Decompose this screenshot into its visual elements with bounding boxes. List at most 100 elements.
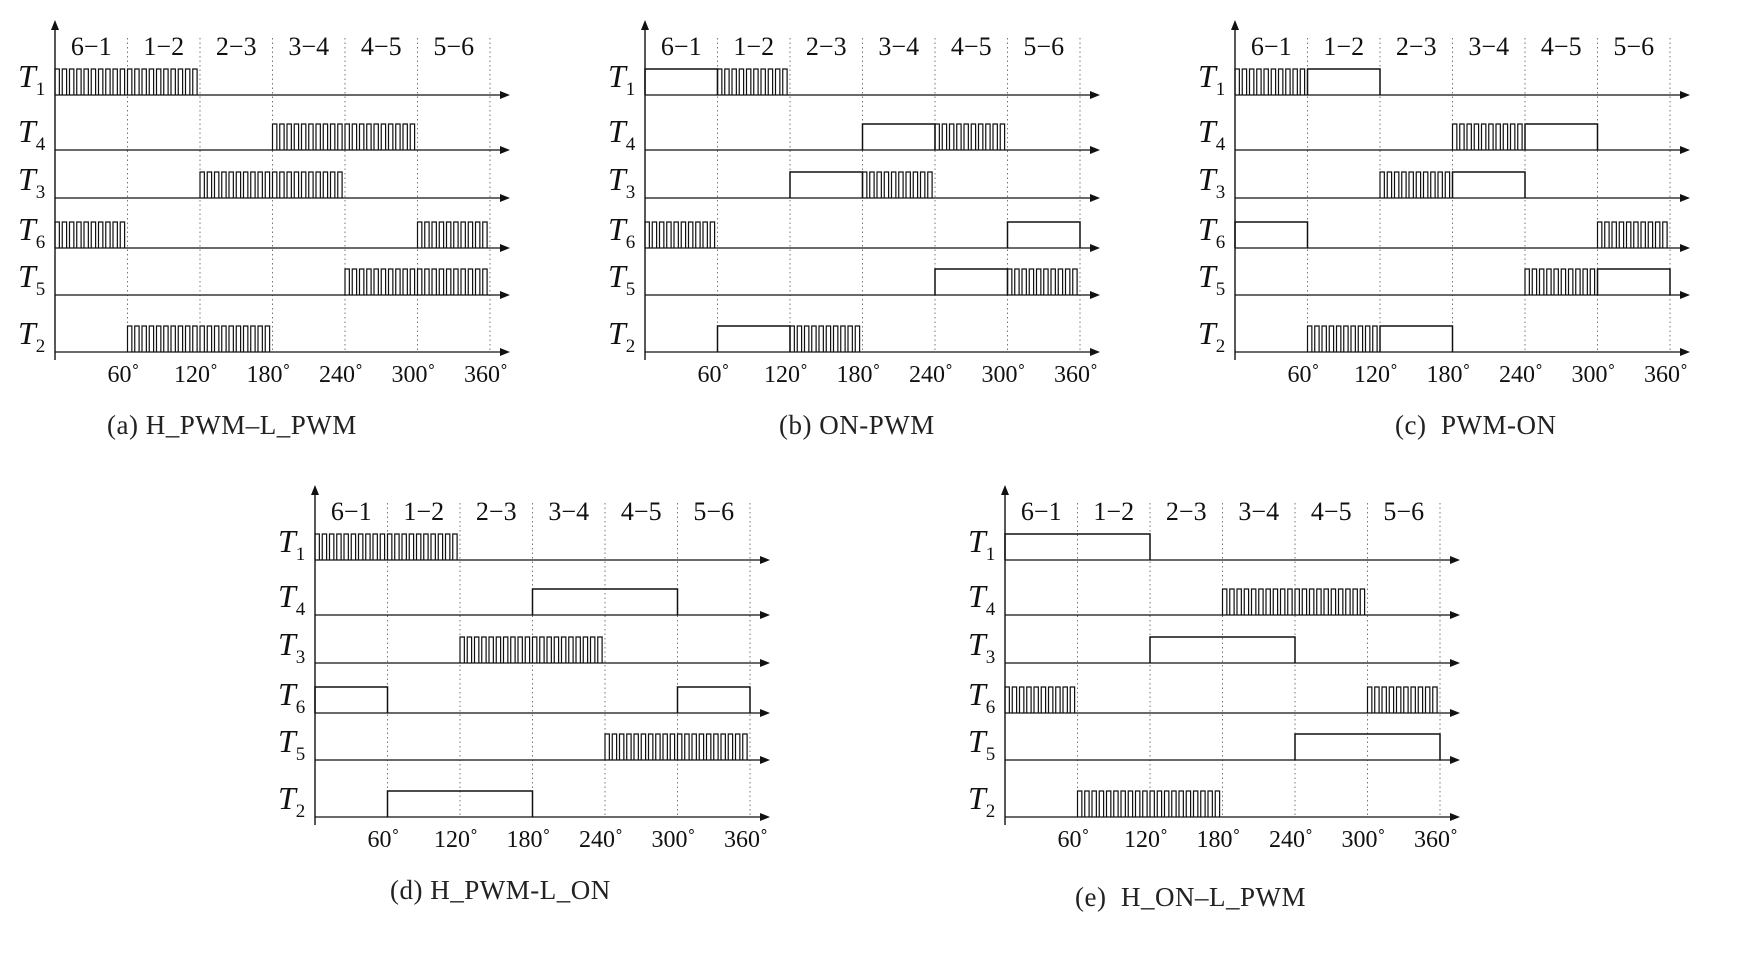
angle-label: 360˚	[1054, 362, 1098, 388]
row-T2: T2	[278, 780, 770, 822]
pwm-segment	[1524, 268, 1596, 295]
row-T5: T5	[278, 723, 770, 765]
row-T3: T3	[1198, 161, 1690, 203]
row-arrow-icon	[1680, 348, 1690, 356]
row-label-T4: T4	[278, 578, 306, 620]
row-arrow-icon	[500, 146, 510, 154]
pwm-segment	[199, 171, 343, 198]
on-segment	[1524, 123, 1599, 150]
row-arrow-icon	[1090, 194, 1100, 202]
row-arrow-icon	[500, 348, 510, 356]
row-T5: T5	[1198, 258, 1690, 300]
segment-label: 4−5	[1311, 497, 1352, 526]
pwm-segment	[1306, 325, 1378, 352]
pwm-segment	[1076, 790, 1221, 817]
angle-label: 120˚	[1354, 362, 1398, 388]
angle-label: 60˚	[698, 362, 730, 388]
segment-label: 3−4	[548, 497, 589, 526]
row-T3: T3	[968, 626, 1460, 668]
row-arrow-icon	[1680, 244, 1690, 252]
row-T6: T6	[1198, 211, 1690, 253]
row-arrow-icon	[1450, 813, 1460, 821]
vertical-axis-arrow-icon	[51, 20, 59, 30]
row-T4: T4	[278, 578, 770, 620]
angle-label: 120˚	[764, 362, 808, 388]
on-segment	[716, 325, 791, 352]
row-label-T3: T3	[278, 626, 305, 668]
row-arrow-icon	[760, 556, 770, 564]
row-arrow-icon	[760, 611, 770, 619]
segment-label: 1−2	[403, 497, 444, 526]
row-label-T6: T6	[1198, 211, 1225, 253]
segment-label: 4−5	[361, 32, 402, 61]
row-label-T1: T1	[968, 523, 995, 565]
angle-label: 240˚	[1269, 827, 1313, 853]
row-arrow-icon	[500, 244, 510, 252]
row-label-T2: T2	[608, 315, 635, 357]
segment-label: 4−5	[951, 32, 992, 61]
angle-label: 300˚	[1572, 362, 1616, 388]
row-arrow-icon	[1450, 756, 1460, 764]
row-label-T4: T4	[968, 578, 996, 620]
angle-label: 300˚	[1342, 827, 1386, 853]
segment-label: 2−3	[1396, 32, 1437, 61]
segment-label: 6−1	[661, 32, 702, 61]
angle-label: 180˚	[1197, 827, 1241, 853]
on-segment	[531, 588, 679, 615]
segment-label: 3−4	[1238, 497, 1279, 526]
row-label-T1: T1	[608, 58, 635, 100]
row-T5: T5	[18, 258, 510, 300]
segment-label: 6−1	[331, 497, 372, 526]
on-segment	[314, 686, 389, 713]
row-label-T4: T4	[608, 113, 636, 155]
on-segment	[1149, 636, 1296, 663]
pwm-segment	[344, 268, 488, 295]
caption-d: (d) H_PWM-L_ON	[390, 875, 611, 905]
row-label-T2: T2	[18, 315, 45, 357]
angle-label: 180˚	[507, 827, 551, 853]
row-arrow-icon	[1680, 194, 1690, 202]
angle-label: 60˚	[368, 827, 400, 853]
pwm-segment	[644, 221, 716, 248]
pwm-segment	[271, 123, 416, 150]
pwm-segment	[789, 325, 861, 352]
row-label-T2: T2	[278, 780, 305, 822]
row-T3: T3	[18, 161, 510, 203]
on-segment	[1596, 268, 1671, 295]
row-T2: T2	[608, 315, 1100, 357]
pwm-segment	[1379, 171, 1451, 198]
on-segment	[1294, 733, 1441, 760]
row-label-T2: T2	[968, 780, 995, 822]
caption-b: (b) ON-PWM	[779, 410, 935, 440]
on-segment	[644, 68, 719, 95]
angle-label: 180˚	[247, 362, 291, 388]
row-T6: T6	[608, 211, 1100, 253]
angle-label: 300˚	[982, 362, 1026, 388]
segment-label: 3−4	[1468, 32, 1509, 61]
row-T1: T1	[18, 58, 510, 100]
row-arrow-icon	[760, 756, 770, 764]
segment-label: 3−4	[288, 32, 329, 61]
pwm-segment	[54, 68, 198, 95]
caption-e: (e) H_ON–L_PWM	[1075, 882, 1306, 912]
vertical-axis-arrow-icon	[641, 20, 649, 30]
row-arrow-icon	[1090, 348, 1100, 356]
segment-label: 3−4	[878, 32, 919, 61]
row-T4: T4	[608, 113, 1100, 155]
caption-c: (c) PWM-ON	[1395, 410, 1557, 440]
angle-label: 180˚	[1427, 362, 1471, 388]
pwm-segment	[1006, 268, 1078, 295]
pwm-segment	[1596, 221, 1668, 248]
row-label-T1: T1	[278, 523, 305, 565]
segment-label: 2−3	[1166, 497, 1207, 526]
segment-label: 5−6	[693, 497, 734, 526]
row-arrow-icon	[1450, 709, 1460, 717]
row-label-T6: T6	[278, 676, 305, 718]
vertical-axis-arrow-icon	[311, 485, 319, 495]
angle-label: 240˚	[909, 362, 953, 388]
timing-diagram-a: 6−1 1−2 2−3 3−4 4−5 5−6 60˚ 120˚ 180˚ 240˚ 300˚ 360…	[18, 20, 510, 388]
on-segment	[934, 268, 1009, 295]
angle-label: 240˚	[319, 362, 363, 388]
row-T1: T1	[968, 523, 1460, 565]
angle-label: 360˚	[724, 827, 768, 853]
